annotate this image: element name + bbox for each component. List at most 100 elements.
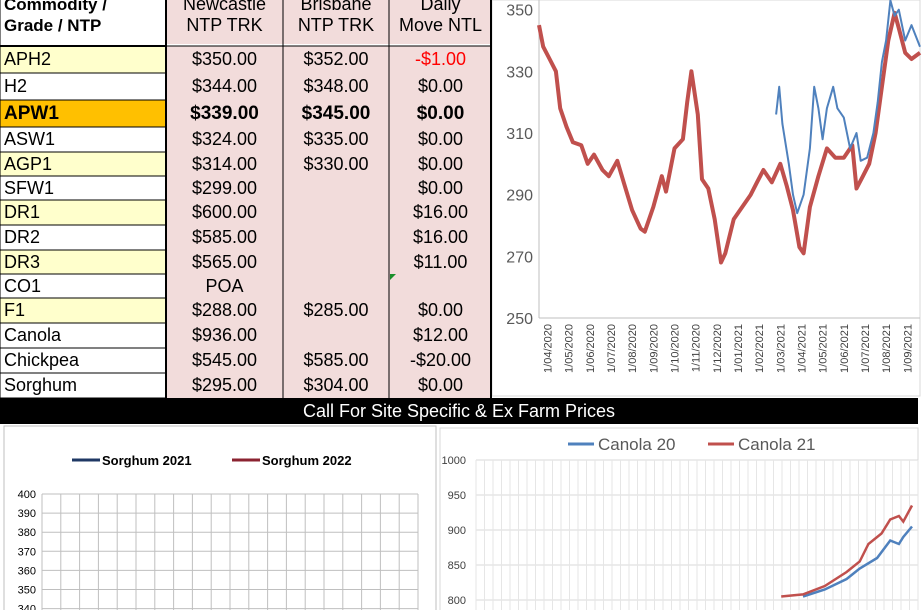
brisbane-price-cell	[283, 200, 389, 225]
grade-cell: DR1	[0, 200, 166, 225]
grade-cell: CO1	[0, 274, 166, 298]
header-line: Daily	[420, 0, 461, 14]
brisbane-price-cell	[283, 274, 389, 298]
move-price-cell: $0.00	[389, 298, 492, 323]
x-tick-label: 1/09/2021	[902, 324, 914, 373]
y-tick-label: 350	[18, 585, 36, 597]
x-tick-label: 1/10/2020	[669, 324, 681, 373]
chart-frame	[491, 0, 921, 397]
y-tick-label: 900	[448, 525, 466, 537]
x-tick-label: 1/04/2021	[796, 324, 808, 373]
x-tick-label: 1/01/2021	[733, 324, 745, 373]
newcastle-price-cell: $299.00	[166, 176, 283, 200]
site-specific-banner: Call For Site Specific & Ex Farm Prices	[0, 398, 918, 424]
newcastle-price-cell: $565.00	[166, 250, 283, 274]
brisbane-price-cell	[283, 323, 389, 348]
brisbane-price-cell: $335.00	[283, 127, 389, 152]
newcastle-price-cell: POA	[166, 274, 283, 298]
wheat-history-chart: 2502702903103303503701/04/20201/05/20201…	[491, 0, 922, 398]
chart-frame	[439, 427, 919, 615]
newcastle-price-cell: $545.00	[166, 348, 283, 373]
series-line-0	[802, 525, 913, 598]
x-tick-label: 1/07/2020	[606, 324, 618, 373]
move-price-cell: $0.00	[389, 373, 492, 398]
y-tick-label: 380	[18, 527, 36, 539]
grade-cell: H2	[0, 73, 166, 100]
header-line: Move NTL	[398, 15, 483, 35]
grade-cell: Canola	[0, 323, 166, 348]
newcastle-price-cell: $295.00	[166, 373, 283, 398]
move-price-cell: -$20.00	[389, 348, 492, 373]
grade-cell: Chickpea	[0, 348, 166, 373]
header-line: NTP TRK	[297, 15, 375, 35]
brisbane-price-cell: $585.00	[283, 348, 389, 373]
newcastle-price-cell: $350.00	[166, 46, 283, 73]
brisbane-price-cell: $330.00	[283, 152, 389, 176]
y-tick-label: 400	[18, 489, 36, 501]
wheat-history-svg: 2502702903103303503701/04/20201/05/20201…	[491, 0, 922, 397]
header-line: Newcastle	[182, 0, 267, 14]
grade-cell: ASW1	[0, 127, 166, 152]
legend-label: Canola 21	[738, 435, 816, 454]
header-col-1: Newcastle NTP TRK	[166, 0, 283, 44]
newcastle-price-cell: $344.00	[166, 73, 283, 100]
canola-svg: Canola 20 Canola 21 1000 950 900 850 800	[439, 427, 919, 615]
chart-frame	[3, 425, 437, 615]
x-tick-label: 1/04/2020	[542, 324, 554, 373]
grade-cell: AGP1	[0, 152, 166, 176]
newcastle-price-cell: $339.00	[166, 100, 283, 127]
y-tick-label: 800	[448, 595, 466, 607]
legend-label: Sorghum 2022	[262, 453, 352, 468]
brisbane-price-cell: $345.00	[283, 100, 389, 127]
brisbane-price-cell: $304.00	[283, 373, 389, 398]
x-tick-label: 1/08/2020	[627, 324, 639, 373]
grade-cell: DR3	[0, 250, 166, 274]
price-table: Commodity / Grade / NTP Newcastle NTP TRK Br…	[0, 0, 492, 398]
newcastle-price-cell: $600.00	[166, 200, 283, 225]
y-tick-label: 360	[18, 565, 36, 577]
legend-label: Canola 20	[598, 435, 676, 454]
header-line: NTP TRK	[186, 15, 263, 35]
grade-cell: DR2	[0, 225, 166, 250]
header-col-3: Daily Move NTL	[389, 0, 492, 44]
brisbane-price-cell	[283, 225, 389, 250]
header-line: Commodity /	[4, 0, 107, 14]
newcastle-price-cell: $288.00	[166, 298, 283, 323]
table-gridlines	[0, 0, 492, 398]
header-line: Grade / NTP	[4, 16, 102, 35]
x-tick-label: 1/09/2020	[648, 324, 660, 373]
header-line: Brisbane	[300, 0, 372, 14]
move-price-cell: -$1.00	[389, 46, 492, 73]
move-price-cell: $0.00	[389, 176, 492, 200]
move-price-cell: $0.00	[389, 100, 492, 127]
move-price-cell: $0.00	[389, 127, 492, 152]
sorghum-svg: Sorghum 2021 Sorghum 2022 400 390 380 370 360 3…	[3, 425, 437, 615]
brisbane-price-cell: $285.00	[283, 298, 389, 323]
grade-cell: SFW1	[0, 176, 166, 200]
newcastle-price-cell: $314.00	[166, 152, 283, 176]
x-tick-label: 1/11/2020	[691, 324, 703, 372]
grade-cell: Sorghum	[0, 373, 166, 398]
newcastle-price-cell: $936.00	[166, 323, 283, 348]
series-line-1	[781, 504, 914, 598]
move-price-cell	[389, 274, 492, 298]
x-tick-label: 1/12/2020	[712, 324, 724, 373]
brisbane-price-cell: $348.00	[283, 73, 389, 100]
legend-label: Sorghum 2021	[102, 453, 192, 468]
grade-cell: F1	[0, 298, 166, 323]
move-price-cell: $0.00	[389, 73, 492, 100]
brisbane-price-cell	[283, 176, 389, 200]
x-tick-label: 1/02/2021	[754, 324, 766, 373]
y-tick-label: 310	[506, 126, 533, 143]
brisbane-price-cell: $352.00	[283, 46, 389, 73]
y-tick-label: 270	[506, 249, 533, 266]
sorghum-chart: Sorghum 2021 Sorghum 2022 400 390 380 370 360 3…	[0, 424, 438, 615]
y-tick-label: 350	[506, 3, 533, 20]
y-tick-label: 370	[18, 546, 36, 558]
newcastle-price-cell: $324.00	[166, 127, 283, 152]
y-tick-label: 340	[18, 604, 36, 610]
move-price-cell: $0.00	[389, 152, 492, 176]
y-tick-label: 950	[448, 490, 466, 502]
x-tick-label: 1/06/2020	[585, 324, 597, 373]
x-tick-label: 1/03/2021	[775, 324, 787, 373]
